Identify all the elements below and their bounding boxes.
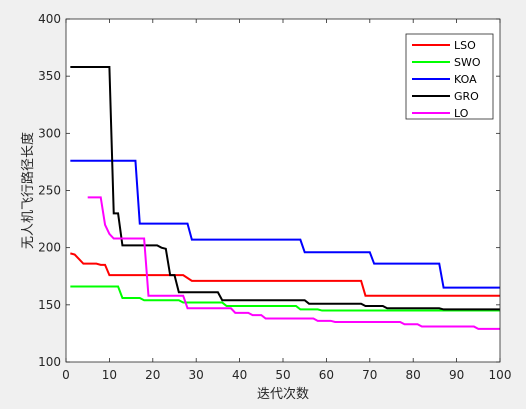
legend-label: LO — [454, 107, 469, 120]
x-tick-label: 100 — [489, 368, 512, 382]
series-line-koa — [70, 159, 500, 289]
legend-item-gro: GRO — [412, 90, 479, 103]
y-tick-label: 100 — [38, 355, 61, 369]
x-tick-label: 40 — [232, 368, 247, 382]
legend-item-swo: SWO — [412, 56, 481, 69]
legend-item-lso: LSO — [412, 39, 476, 52]
y-tick-label: 350 — [38, 69, 61, 83]
legend-box — [405, 33, 494, 120]
x-tick-label: 20 — [145, 368, 160, 382]
series-line-lo — [87, 196, 500, 330]
series-line-lso — [70, 252, 500, 297]
series-line-swo — [70, 285, 500, 312]
y-tick-label: 400 — [38, 12, 61, 26]
y-tick-label: 200 — [38, 241, 61, 255]
series-line-gro — [70, 66, 500, 311]
y-axis-title: 无人机飞行路径长度 — [20, 132, 36, 249]
x-tick-label: 60 — [319, 368, 334, 382]
legend-label: LSO — [454, 39, 476, 52]
legend-label: KOA — [454, 73, 477, 86]
x-axis: 0 10 20 30 40 50 60 70 80 90 100 — [62, 19, 511, 382]
x-tick-label: 50 — [275, 368, 290, 382]
x-tick-label: 90 — [449, 368, 464, 382]
legend: LSO SWO KOA GRO LO — [405, 33, 494, 120]
x-tick-label: 0 — [62, 368, 70, 382]
x-tick-label: 80 — [406, 368, 421, 382]
y-axis: 100 150 200 250 300 350 400 — [38, 12, 500, 369]
legend-label: SWO — [454, 56, 481, 69]
y-tick-label: 250 — [38, 184, 61, 198]
series-layer — [70, 66, 500, 330]
legend-item-lo: LO — [412, 107, 469, 120]
y-tick-label: 300 — [38, 126, 61, 140]
x-tick-label: 30 — [189, 368, 204, 382]
legend-item-koa: KOA — [412, 73, 477, 86]
x-tick-label: 10 — [102, 368, 117, 382]
x-tick-label: 70 — [362, 368, 377, 382]
y-tick-label: 150 — [38, 298, 61, 312]
x-axis-title: 迭代次数 — [257, 386, 309, 402]
legend-label: GRO — [454, 90, 479, 103]
